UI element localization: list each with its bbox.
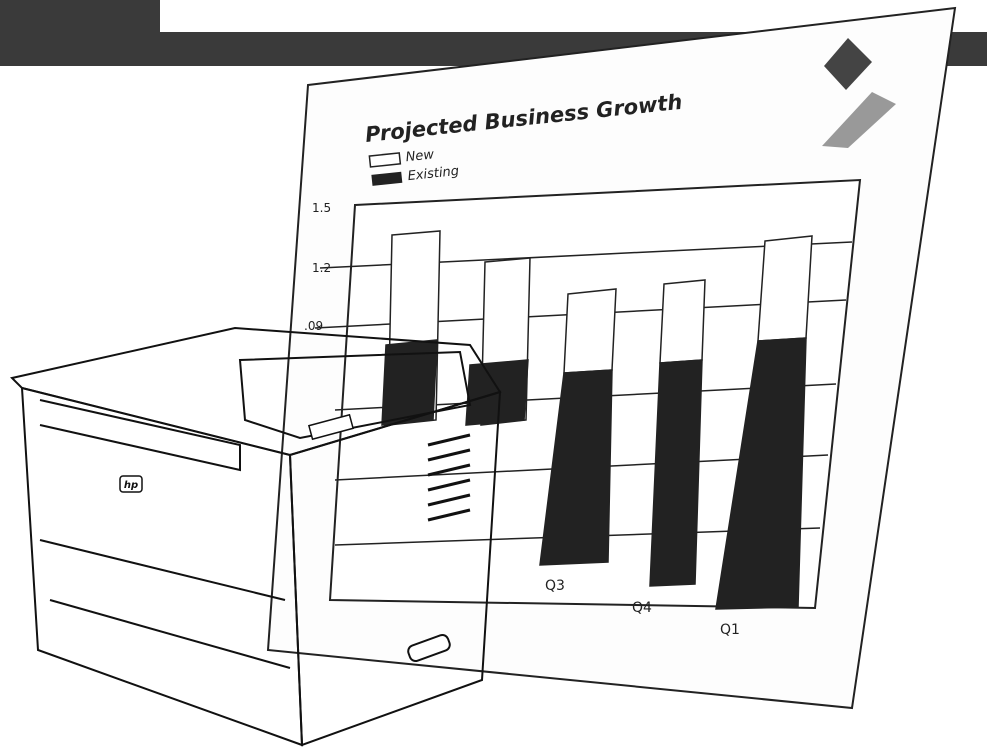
printer: hp xyxy=(10,326,502,747)
x-label: Q3 xyxy=(545,578,565,594)
tray-seam xyxy=(49,599,291,669)
legend-label: Existing xyxy=(407,164,460,184)
y-label: .09 xyxy=(304,319,323,333)
bar-new xyxy=(659,279,706,364)
legend: New Existing xyxy=(368,147,460,186)
front-lid xyxy=(39,399,241,472)
legend-label: New xyxy=(405,147,435,165)
bar-existing xyxy=(649,359,703,587)
vent xyxy=(427,463,471,477)
sheet-logo xyxy=(822,92,896,148)
vents xyxy=(427,433,471,522)
control-panel xyxy=(307,413,355,441)
bar-new xyxy=(757,235,813,342)
tray-handle xyxy=(407,633,451,663)
vent xyxy=(427,508,471,522)
bar-existing xyxy=(715,337,807,610)
sheet-logo xyxy=(824,38,872,90)
vent xyxy=(427,433,471,447)
vent xyxy=(427,493,471,507)
vent xyxy=(427,448,471,462)
printer-front xyxy=(20,386,304,747)
front-seam xyxy=(39,539,286,601)
y-label: 1.2 xyxy=(312,261,331,275)
legend-swatch xyxy=(368,152,402,168)
bars xyxy=(381,230,813,610)
output-tray xyxy=(238,350,472,440)
legend-swatch xyxy=(371,171,403,186)
bar-new xyxy=(563,288,617,374)
bar-existing xyxy=(539,369,613,566)
y-label: 1.5 xyxy=(312,201,331,215)
printer-logo: hp xyxy=(124,480,138,491)
x-label: Q1 xyxy=(720,622,740,638)
logo-badge xyxy=(119,475,143,493)
vent xyxy=(427,478,471,492)
x-label: Q4 xyxy=(632,600,652,616)
